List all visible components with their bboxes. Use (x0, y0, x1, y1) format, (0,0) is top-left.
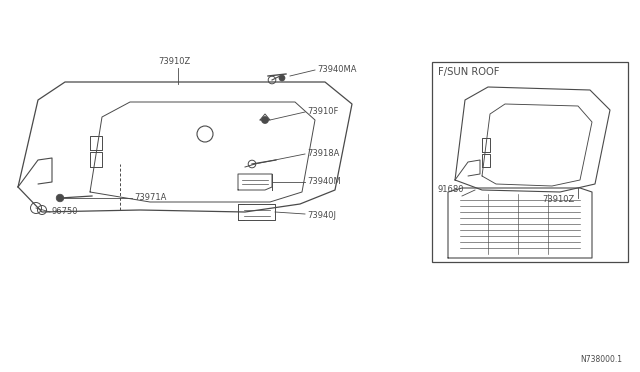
Text: 91680: 91680 (438, 185, 465, 193)
Circle shape (279, 75, 285, 81)
Text: 73940MA: 73940MA (317, 65, 356, 74)
Text: 73940M: 73940M (307, 177, 340, 186)
Text: 73910Z: 73910Z (158, 57, 190, 66)
Text: 73918A: 73918A (307, 150, 339, 158)
Text: 73940J: 73940J (307, 212, 336, 221)
Text: 73910F: 73910F (307, 108, 339, 116)
Text: 73910Z: 73910Z (542, 196, 574, 205)
Circle shape (262, 116, 269, 124)
Bar (432, 62, 628, 262)
Text: 96750: 96750 (52, 208, 79, 217)
Text: F/SUN ROOF: F/SUN ROOF (438, 67, 499, 77)
Text: N738000.1: N738000.1 (580, 356, 622, 365)
Circle shape (567, 181, 573, 187)
Text: 73971A: 73971A (134, 193, 166, 202)
Circle shape (56, 194, 64, 202)
